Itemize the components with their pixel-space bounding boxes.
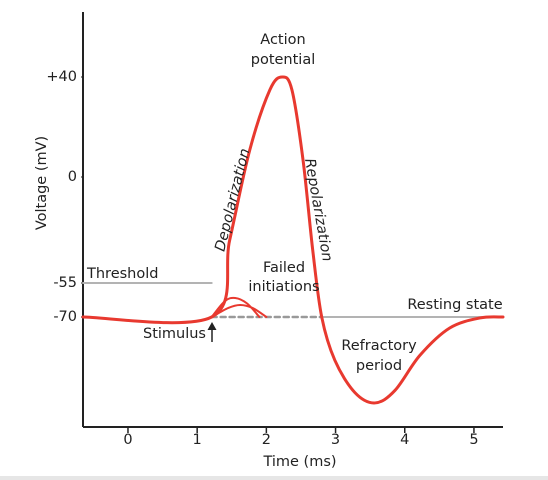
x-tick-label: 4 bbox=[400, 432, 409, 448]
x-tick-label: 0 bbox=[123, 432, 132, 448]
y-axis-label: Voltage (mV) bbox=[34, 136, 50, 230]
line bbox=[81, 75, 505, 405]
annotation: Failed bbox=[263, 260, 305, 276]
annotation: initiations bbox=[248, 279, 319, 295]
annotation: Resting state bbox=[407, 297, 502, 313]
bottom-strip bbox=[0, 476, 548, 480]
stimulus-arrowhead bbox=[207, 322, 217, 330]
annotation: potential bbox=[251, 52, 316, 68]
annotation: period bbox=[356, 358, 402, 374]
y-tick-label: -55 bbox=[53, 275, 77, 291]
y-tick-label: +40 bbox=[46, 69, 77, 85]
x-tick-label: 1 bbox=[193, 432, 202, 448]
line bbox=[210, 303, 268, 318]
annotation: Refractory bbox=[341, 338, 417, 354]
y-tick-label: 0 bbox=[68, 169, 77, 185]
x-tick-label: 2 bbox=[262, 432, 271, 448]
x-tick-label: 5 bbox=[469, 432, 478, 448]
x-axis-label: Time (ms) bbox=[262, 454, 336, 470]
annotation: Action bbox=[260, 32, 305, 48]
annotation: Stimulus bbox=[143, 326, 206, 342]
x-tick-label: 3 bbox=[331, 432, 340, 448]
annotation: Threshold bbox=[86, 266, 158, 282]
y-tick-label: -70 bbox=[53, 309, 77, 325]
